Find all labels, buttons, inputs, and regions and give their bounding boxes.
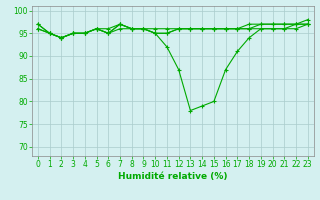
X-axis label: Humidité relative (%): Humidité relative (%) <box>118 172 228 181</box>
